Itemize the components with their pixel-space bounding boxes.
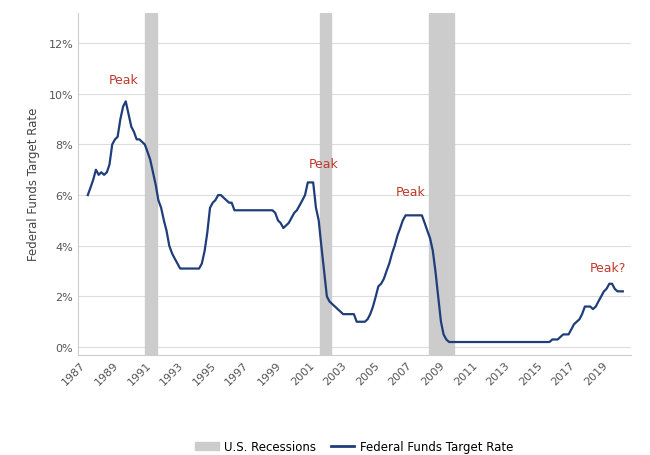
Text: Peak: Peak xyxy=(309,157,339,170)
Bar xyxy=(429,14,454,355)
Bar xyxy=(145,14,157,355)
Bar xyxy=(320,14,331,355)
Legend: U.S. Recessions, Federal Funds Target Rate: U.S. Recessions, Federal Funds Target Ra… xyxy=(190,436,518,455)
Text: Peak?: Peak? xyxy=(590,261,626,274)
Text: Peak: Peak xyxy=(109,74,138,87)
Text: Peak: Peak xyxy=(396,185,425,198)
Y-axis label: Federal Funds Target Rate: Federal Funds Target Rate xyxy=(27,108,40,261)
